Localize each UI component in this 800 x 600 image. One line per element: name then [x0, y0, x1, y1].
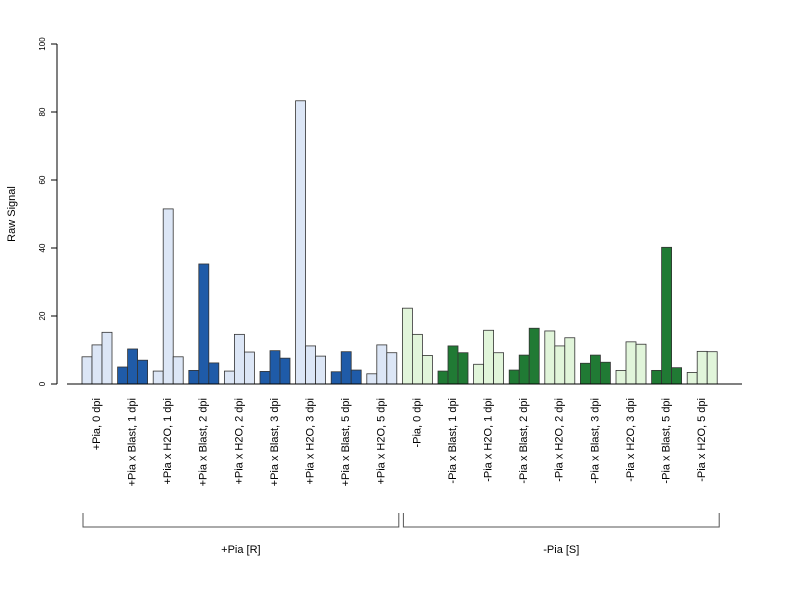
bar: [544, 330, 556, 385]
category-labels: +Pia, 0 dpi +Pia x Blast, 1 dpi +Pia x H2O…: [91, 398, 708, 486]
bar: [600, 361, 611, 385]
bar: [101, 331, 113, 385]
bar: [315, 355, 327, 385]
bar: [554, 345, 566, 385]
bar: [580, 362, 591, 385]
bar: [493, 352, 505, 385]
group-label: -Pia [S]: [543, 544, 579, 556]
bar: [615, 369, 627, 385]
bar: [590, 354, 601, 385]
category-label: -Pia x H2O, 2 dpi: [554, 398, 566, 482]
bar: [233, 333, 245, 385]
bar: [295, 100, 307, 385]
bar: [651, 369, 662, 385]
bar: [330, 371, 342, 385]
y-tick-label: 0: [38, 381, 47, 386]
bar: [564, 337, 576, 385]
bars: [81, 100, 718, 385]
y-axis: 0 20 40 60 80 100: [38, 37, 58, 386]
bar: [706, 351, 718, 385]
bar: [340, 351, 352, 385]
category-label: +Pia x Blast, 2 dpi: [198, 398, 210, 486]
bar: [91, 344, 103, 385]
bar: [198, 263, 210, 385]
bar: [117, 366, 128, 385]
bar: [269, 350, 281, 385]
category-label: +Pia x H2O, 2 dpi: [233, 398, 245, 485]
bar: [696, 350, 708, 385]
category-label: -Pia, 0 dpi: [411, 398, 423, 448]
category-label: +Pia, 0 dpi: [91, 398, 103, 450]
category-label: +Pia x H2O, 1 dpi: [162, 398, 174, 485]
category-label: +Pia x Blast, 3 dpi: [269, 398, 281, 486]
bar: [437, 370, 449, 385]
bar: [411, 333, 423, 385]
bar: [152, 370, 164, 385]
category-label: -Pia x Blast, 3 dpi: [589, 398, 601, 484]
y-tick-label: 60: [38, 175, 47, 184]
y-tick-label: 100: [38, 37, 47, 51]
group-label: +Pia [R]: [221, 544, 260, 556]
bar: [686, 372, 698, 385]
bar: [625, 341, 637, 385]
y-tick-label: 20: [38, 311, 47, 320]
category-label: -Pia x Blast, 2 dpi: [518, 398, 530, 484]
bar: [376, 344, 388, 385]
category-label: -Pia x H2O, 5 dpi: [696, 398, 708, 482]
bar: [223, 370, 235, 385]
bar: [81, 356, 93, 385]
bar: [473, 363, 485, 385]
category-label: +Pia x H2O, 3 dpi: [305, 398, 317, 485]
category-label: -Pia x H2O, 3 dpi: [625, 398, 637, 482]
bar: [188, 369, 200, 385]
bar: [279, 357, 291, 385]
category-label: -Pia x Blast, 5 dpi: [661, 398, 673, 484]
y-axis-title: Raw Signal: [6, 186, 18, 242]
category-label: -Pia x H2O, 1 dpi: [483, 398, 495, 482]
bar: [518, 354, 530, 385]
bar: [172, 356, 184, 385]
bar: [243, 351, 255, 385]
group-brackets: +Pia [R] -Pia [S]: [82, 513, 720, 556]
group-bracket: [402, 513, 720, 528]
bar: [508, 369, 520, 385]
bar: [528, 327, 540, 385]
bar: [366, 373, 378, 385]
category-label: +Pia x Blast, 1 dpi: [127, 398, 139, 486]
category-label: +Pia x H2O, 5 dpi: [376, 398, 388, 485]
bar: [162, 208, 174, 385]
bar: [635, 343, 647, 385]
bar: [305, 345, 317, 385]
bar: [259, 371, 271, 385]
bar: [127, 348, 138, 385]
bar: [421, 355, 433, 385]
y-tick-label: 80: [38, 107, 47, 116]
bar: [457, 352, 469, 385]
bar: [401, 307, 413, 385]
bar: [661, 246, 672, 385]
bar: [671, 367, 682, 385]
bar: [483, 329, 495, 385]
bar: [447, 345, 459, 385]
category-label: -Pia x Blast, 1 dpi: [447, 398, 459, 484]
category-label: +Pia x Blast, 5 dpi: [340, 398, 352, 486]
bar: [350, 369, 362, 385]
bar: [208, 362, 220, 385]
group-bracket: [82, 513, 400, 528]
bar: [137, 359, 149, 385]
y-tick-label: 40: [38, 243, 47, 252]
bar: [386, 352, 398, 385]
